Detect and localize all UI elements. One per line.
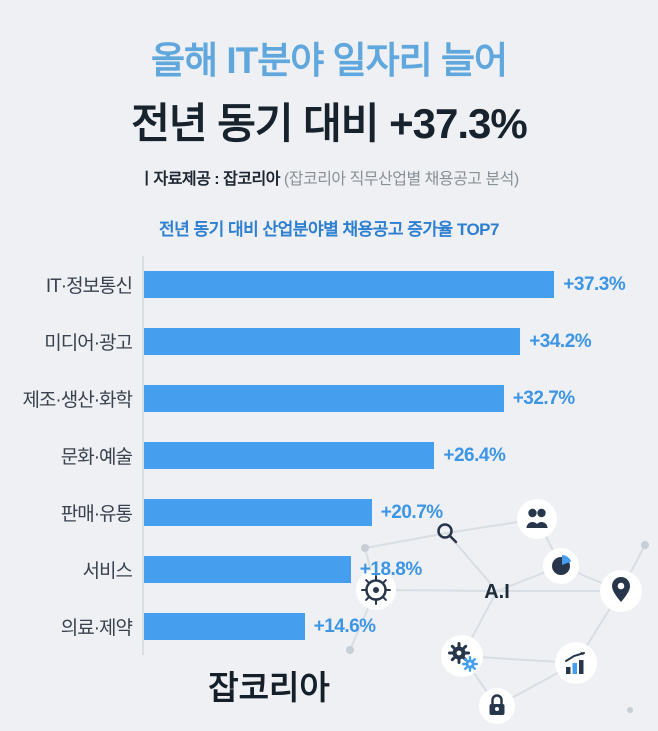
value-label: +34.2% — [529, 330, 592, 352]
plot-area: +18.8% — [142, 541, 658, 598]
chart-title: 전년 동기 대비 산업분야별 채용공고 증가율 TOP7 — [159, 220, 499, 239]
header: 올해 IT분야 일자리 늘어 전년 동기 대비 +37.3% ㅣ자료제공 : 잡… — [0, 0, 658, 189]
chart-row: 제조·생산·화학 +32.7% — [0, 370, 658, 427]
bar — [144, 271, 555, 298]
bar — [144, 613, 305, 640]
bar — [144, 442, 435, 469]
title-line-2: 전년 동기 대비 +37.3% — [131, 100, 527, 147]
value-label: +26.4% — [443, 444, 506, 466]
category-label: IT·정보통신 — [45, 276, 133, 297]
source-provider: 잡코리아 — [223, 171, 280, 188]
bar — [144, 499, 372, 526]
chart-row: 미디어·광고 +34.2% — [0, 313, 658, 370]
category-label: 의료·제약 — [60, 618, 133, 639]
chart-row: 문화·예술 +26.4% — [0, 427, 658, 484]
source-prefix: ㅣ자료제공 : — [139, 171, 224, 188]
chart-row: IT·정보통신 +37.3% — [0, 256, 658, 313]
chart-row: 판매·유통 +20.7% — [0, 484, 658, 541]
value-label: +32.7% — [512, 387, 575, 409]
source-note: (잡코리아 직무산업별 채용공고 분석) — [279, 171, 519, 188]
plot-area: +37.3% — [142, 256, 658, 313]
bar — [144, 385, 504, 412]
plot-area: +26.4% — [142, 427, 658, 484]
source-line: ㅣ자료제공 : 잡코리아 (잡코리아 직무산업별 채용공고 분석) — [0, 165, 658, 189]
plot-area: +20.7% — [142, 484, 658, 541]
category-label: 제조·생산·화학 — [22, 390, 133, 411]
bar-chart: IT·정보통신 +37.3% 미디어·광고 +34.2% 제조·생산·화학 +3… — [0, 256, 658, 655]
category-label: 판매·유통 — [60, 504, 133, 525]
chart-section: 전년 동기 대비 산업분야별 채용공고 증가율 TOP7 IT·정보통신 +37… — [0, 215, 658, 655]
value-label: +20.7% — [380, 501, 443, 523]
plot-area: +32.7% — [142, 370, 658, 427]
title-line-1: 올해 IT분야 일자리 늘어 — [150, 40, 508, 81]
value-label: +14.6% — [313, 615, 376, 637]
chart-row: 서비스 +18.8% — [0, 541, 658, 598]
value-label: +37.3% — [563, 273, 626, 295]
category-label: 미디어·광고 — [44, 333, 133, 354]
plot-area: +34.2% — [142, 313, 658, 370]
category-label: 문화·예술 — [60, 447, 133, 468]
category-label: 서비스 — [82, 561, 133, 582]
value-label: +18.8% — [359, 558, 422, 580]
chart-row: 의료·제약 +14.6% — [0, 598, 658, 655]
plot-area: +14.6% — [142, 598, 658, 655]
bar — [144, 328, 521, 355]
jobkorea-logo: 잡코리아 — [208, 669, 330, 706]
bar — [144, 556, 351, 583]
